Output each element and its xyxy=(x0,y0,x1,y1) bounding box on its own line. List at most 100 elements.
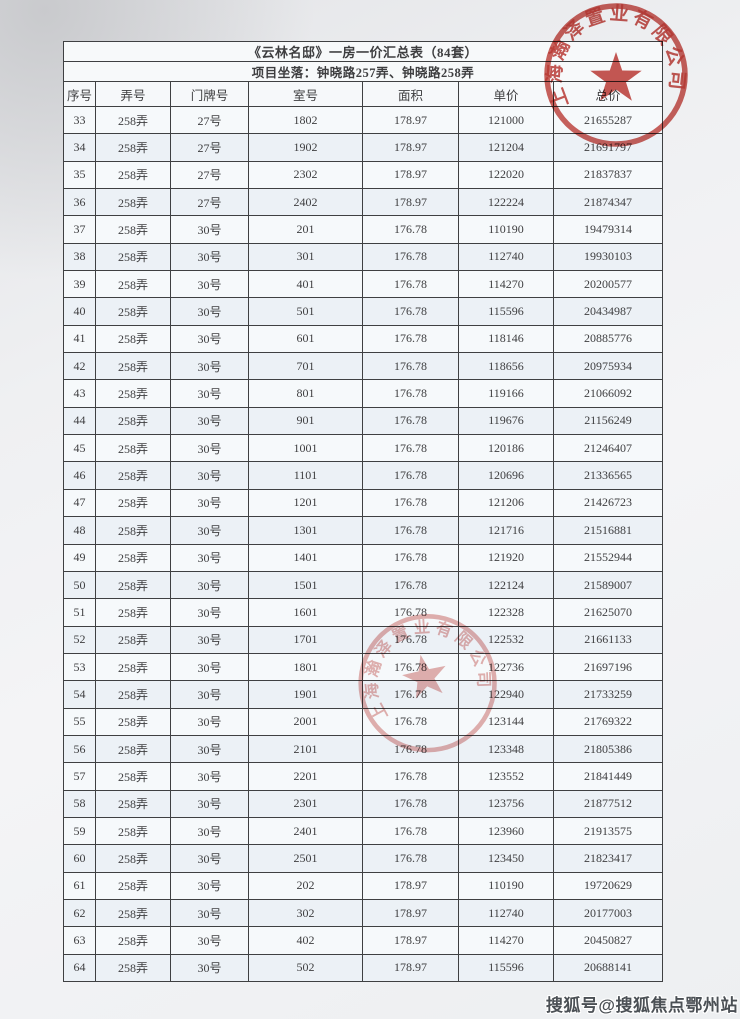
table-cell: 21589007 xyxy=(552,570,664,600)
table-row: 40 258弄 30号 501 176.78 115596 20434987 xyxy=(63,297,664,326)
table-cell: 258弄 xyxy=(95,734,171,764)
table-cell: 21874347 xyxy=(552,188,664,217)
table-cell: 176.78 xyxy=(362,434,459,463)
table-cell: 27号 xyxy=(170,133,249,162)
table-cell: 2501 xyxy=(248,844,363,873)
table-cell: 47 xyxy=(63,488,96,518)
table-cell: 20177003 xyxy=(552,898,664,928)
table-row: 57 258弄 30号 2201 176.78 123552 21841449 xyxy=(63,762,664,791)
table-cell: 20200577 xyxy=(552,270,664,299)
table-cell: 30号 xyxy=(170,379,249,408)
table-header-row: 序号 弄号 门牌号 室号 面积 单价 总价 xyxy=(63,81,664,107)
table-cell: 19930103 xyxy=(552,242,664,272)
table-cell: 258弄 xyxy=(95,133,171,162)
table-cell: 43 xyxy=(63,379,96,408)
header-cell: 室号 xyxy=(248,81,363,107)
table-cell: 501 xyxy=(248,297,363,326)
table-cell: 38 xyxy=(63,242,96,272)
table-cell: 21552944 xyxy=(552,543,664,572)
table-cell: 301 xyxy=(248,242,363,272)
table-cell: 30号 xyxy=(170,707,249,736)
table-cell: 33 xyxy=(63,105,96,135)
table-cell: 62 xyxy=(63,898,96,928)
table-cell: 30号 xyxy=(170,598,249,627)
table-cell: 1101 xyxy=(248,461,363,490)
table-cell: 121000 xyxy=(458,105,554,135)
table-cell: 258弄 xyxy=(95,188,171,217)
table-cell: 2401 xyxy=(248,816,363,846)
table-cell: 49 xyxy=(63,543,96,572)
table-cell: 178.97 xyxy=(362,898,459,928)
table-cell: 30号 xyxy=(170,270,249,299)
table-row: 52 258弄 30号 1701 176.78 122532 21661133 xyxy=(63,625,664,654)
table-cell: 20450827 xyxy=(552,926,664,955)
table-cell: 176.78 xyxy=(362,242,459,272)
table-cell: 53 xyxy=(63,652,96,682)
table-cell: 176.78 xyxy=(362,816,459,846)
table-cell: 30号 xyxy=(170,844,249,873)
header-cell: 序号 xyxy=(63,81,96,107)
table-cell: 59 xyxy=(63,816,96,846)
table-cell: 21805386 xyxy=(552,734,664,764)
table-cell: 178.97 xyxy=(362,133,459,162)
table-cell: 30号 xyxy=(170,543,249,572)
table-title-row: 《云林名邸》一房一价汇总表（84套） xyxy=(62,41,664,62)
table-cell: 176.78 xyxy=(362,324,459,354)
table-body: 33 258弄 27号 1802 178.97 121000 21655287 34 258弄 2… xyxy=(63,105,664,983)
table-cell: 1701 xyxy=(248,625,363,654)
table-cell: 258弄 xyxy=(95,297,171,326)
table-cell: 1802 xyxy=(248,105,363,135)
table-cell: 21837837 xyxy=(552,160,664,190)
table-cell: 21246407 xyxy=(552,434,664,463)
header-cell: 单价 xyxy=(458,81,554,107)
table-cell: 118656 xyxy=(458,352,554,381)
table-cell: 27号 xyxy=(170,188,249,217)
header-cell: 弄号 xyxy=(95,81,171,107)
table-cell: 30号 xyxy=(170,871,249,900)
table-row: 61 258弄 30号 202 178.97 110190 19720629 xyxy=(63,871,664,900)
table-row: 34 258弄 27号 1902 178.97 121204 21691797 xyxy=(63,133,664,162)
table-cell: 30号 xyxy=(170,215,249,244)
table-cell: 63 xyxy=(63,926,96,955)
table-cell: 56 xyxy=(63,734,96,764)
table-cell: 50 xyxy=(63,570,96,600)
table-cell: 1801 xyxy=(248,652,363,682)
table-cell: 30号 xyxy=(170,816,249,846)
table-cell: 27号 xyxy=(170,105,249,135)
table-cell: 258弄 xyxy=(95,543,171,572)
table-cell: 121920 xyxy=(458,543,554,572)
table-row: 35 258弄 27号 2302 178.97 122020 21837837 xyxy=(63,160,664,190)
table-cell: 21336565 xyxy=(552,461,664,490)
table-cell: 122020 xyxy=(458,160,554,190)
table-cell: 37 xyxy=(63,215,96,244)
table-row: 48 258弄 30号 1301 176.78 121716 21516881 xyxy=(63,516,664,545)
table-cell: 176.78 xyxy=(362,734,459,764)
table-cell: 258弄 xyxy=(95,844,171,873)
table-cell: 122224 xyxy=(458,188,554,217)
table-row: 44 258弄 30号 901 176.78 119676 21156249 xyxy=(63,406,664,436)
table-cell: 178.97 xyxy=(362,926,459,955)
table-cell: 1001 xyxy=(248,434,363,463)
table-cell: 21823417 xyxy=(552,844,664,873)
table-cell: 21691797 xyxy=(552,133,664,162)
table-cell: 258弄 xyxy=(95,762,171,791)
table-cell: 122328 xyxy=(458,598,554,627)
table-cell: 30号 xyxy=(170,461,249,490)
table-cell: 1902 xyxy=(248,133,363,162)
table-cell: 201 xyxy=(248,215,363,244)
table-cell: 121716 xyxy=(458,516,554,545)
price-summary-table: 《云林名邸》一房一价汇总表（84套） 项目坐落：钟晓路257弄、钟晓路258弄 … xyxy=(62,41,664,983)
table-cell: 41 xyxy=(63,324,96,354)
table-cell: 46 xyxy=(63,461,96,490)
table-cell: 118146 xyxy=(458,324,554,354)
table-cell: 502 xyxy=(248,953,363,983)
table-cell: 119676 xyxy=(458,406,554,436)
table-cell: 40 xyxy=(63,297,96,326)
table-row: 37 258弄 30号 201 176.78 110190 19479314 xyxy=(63,215,664,244)
table-cell: 2301 xyxy=(248,789,363,818)
table-cell: 58 xyxy=(63,789,96,818)
table-cell: 176.78 xyxy=(362,516,459,545)
table-cell: 176.78 xyxy=(362,680,459,709)
table-cell: 123450 xyxy=(458,844,554,873)
table-cell: 120696 xyxy=(458,461,554,490)
